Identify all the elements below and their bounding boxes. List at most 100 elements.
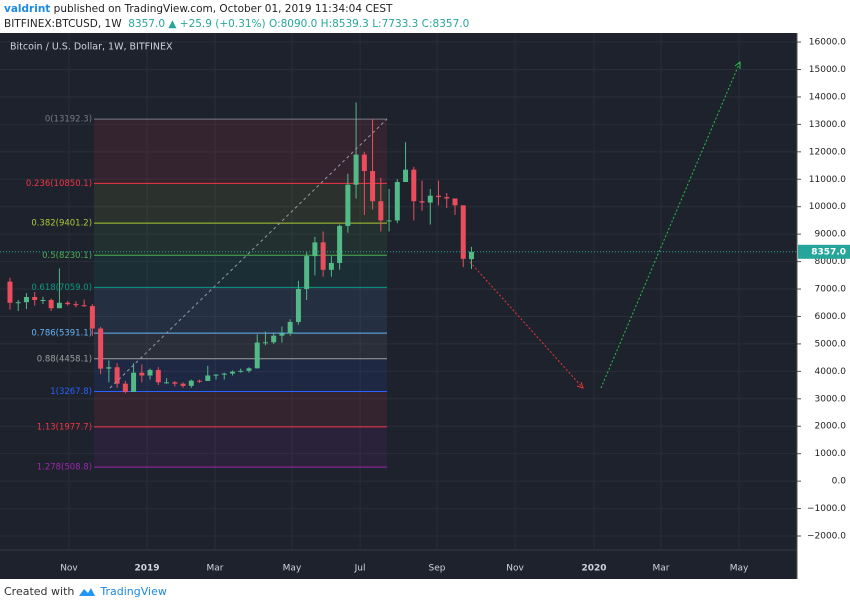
- last-price-label: 8357.0: [811, 247, 846, 257]
- candle-body: [361, 154, 367, 172]
- fib-label: 0(13192.3): [45, 115, 92, 125]
- candle-body: [197, 380, 203, 382]
- x-tick-label: Mar: [653, 564, 670, 574]
- ohlc: O:8090.0 H:8539.3 L:7733.3 C:8357.0: [268, 18, 470, 30]
- candle-body: [89, 306, 95, 329]
- candle-body: [229, 371, 235, 374]
- candle-body: [180, 383, 186, 386]
- fib-label: 0.618(7059.0): [31, 283, 92, 293]
- logo: [79, 587, 96, 596]
- fib-label: 0.786(5391.1): [31, 329, 92, 339]
- candle-body: [394, 182, 400, 221]
- candle-body: [106, 367, 112, 369]
- y-tick-label: 14000.0: [809, 92, 846, 102]
- candle-body: [328, 262, 334, 270]
- candle-body: [23, 296, 29, 303]
- arrow-head: [734, 60, 741, 69]
- fib-label: 1.278(508.8): [37, 463, 92, 473]
- candle-body: [32, 296, 38, 301]
- candle-body: [419, 201, 425, 203]
- x-tick-label: May: [283, 564, 302, 574]
- fib-zone: [94, 426, 388, 468]
- projection-up: [600, 61, 741, 389]
- candle-body: [370, 171, 376, 202]
- created-with: Created with: [4, 585, 75, 598]
- candle-body: [295, 289, 301, 322]
- fib-label: 1(3267.8): [50, 387, 92, 397]
- candle-body: [164, 382, 170, 384]
- x-tick-label: 2019: [134, 564, 159, 574]
- y-tick-label: 6000.0: [815, 312, 847, 322]
- trend-line: [109, 118, 388, 389]
- fib-zone: [94, 223, 388, 256]
- candle-body: [403, 169, 409, 183]
- candle-body: [452, 198, 458, 206]
- candle-body: [279, 333, 285, 336]
- y-tick-label: 16000.0: [809, 38, 846, 48]
- symbol: BITFINEX:BTCUSD, 1W: [4, 18, 122, 30]
- candle-body: [386, 220, 392, 222]
- grid: [0, 33, 797, 550]
- y-tick-label: 0.0: [832, 477, 847, 487]
- candle-body: [337, 225, 343, 263]
- candle-body: [7, 281, 13, 303]
- y-tick-label: 13000.0: [809, 120, 846, 130]
- candle-body: [155, 369, 161, 383]
- candle-body: [411, 169, 417, 202]
- brand[interactable]: TradingView: [100, 585, 167, 598]
- fib-zone: [94, 255, 388, 288]
- y-tick-label: 12000.0: [809, 147, 846, 157]
- projection-down: [469, 261, 584, 389]
- candle-body: [73, 304, 79, 306]
- y-tick-label: 8000.0: [815, 257, 847, 267]
- candle-body: [65, 302, 71, 305]
- candle-body: [205, 375, 211, 381]
- y-tick-label: 15000.0: [809, 65, 846, 75]
- footer: Created with TradingView: [4, 585, 167, 598]
- fib-zone: [94, 333, 388, 359]
- y-tick-label: 5000.0: [815, 339, 847, 349]
- candle-body: [304, 256, 310, 290]
- candle-body: [444, 197, 450, 199]
- y-tick-label: 2000.0: [815, 422, 847, 432]
- candle-body: [238, 370, 244, 372]
- change: ▲ +25.9 (+0.31%): [168, 18, 266, 30]
- x-tick-label: May: [730, 564, 749, 574]
- candle-body: [122, 383, 128, 392]
- symbol-line: BITFINEX:BTCUSD, 1W 8357.0 ▲ +25.9 (+0.3…: [4, 17, 469, 32]
- price: 8357.0: [128, 18, 166, 30]
- fib-label: 1.13(1977.7): [37, 422, 92, 432]
- y-tick-label: 11000.0: [809, 175, 846, 185]
- x-tick-label: Mar: [207, 564, 224, 574]
- candle-body: [213, 374, 219, 376]
- fib-zone: [94, 391, 388, 427]
- candle-body: [460, 205, 466, 259]
- y-tick-label: −2000.0: [807, 532, 846, 542]
- x-tick-label: Jul: [354, 564, 366, 574]
- x-tick-label: Sep: [429, 564, 446, 574]
- candle-body: [114, 367, 120, 384]
- arrow-head: [576, 381, 584, 389]
- candle-body: [271, 335, 277, 343]
- candle-body: [353, 154, 359, 185]
- y-tick-label: 1000.0: [815, 449, 847, 459]
- candle-body: [345, 184, 351, 226]
- candle-body: [378, 201, 384, 221]
- chart-title: Bitcoin / U.S. Dollar, 1W, BITFINEX: [10, 42, 173, 53]
- price-axis: [797, 33, 850, 579]
- username[interactable]: valdrint: [4, 3, 51, 15]
- candle-body: [48, 300, 54, 309]
- y-tick-label: 4000.0: [815, 367, 847, 377]
- fib-label: 0.382(9401.2): [31, 219, 92, 229]
- fib-label: 0.5(8230.1): [42, 251, 92, 261]
- candle-body: [254, 342, 260, 369]
- candle-body: [40, 300, 46, 302]
- candle-body: [98, 328, 104, 369]
- axes: 16000.0 15000.0 14000.0 13000.0 12000.0 11000…: [0, 38, 850, 574]
- candles: [7, 102, 474, 394]
- published: published on TradingView.com, October 01…: [53, 3, 393, 15]
- y-tick-label: −1000.0: [807, 504, 846, 514]
- candle-body: [131, 372, 137, 392]
- candle-body: [81, 305, 87, 307]
